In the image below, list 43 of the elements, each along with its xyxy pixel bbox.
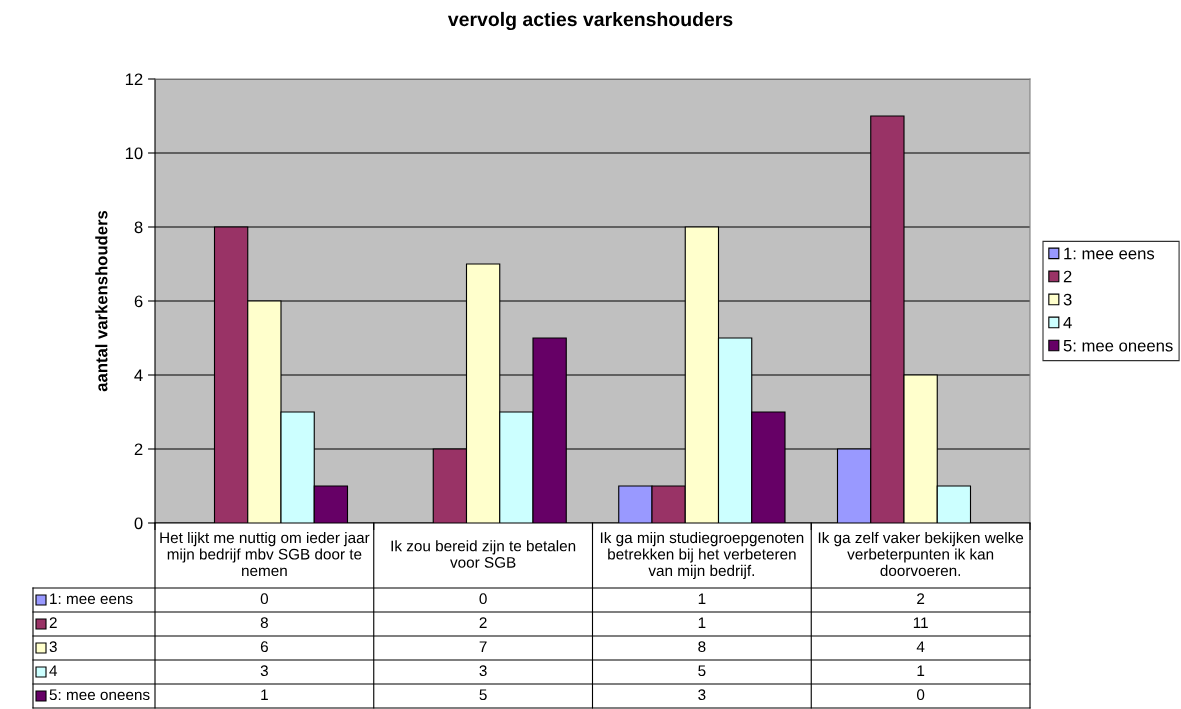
data-label: 1 <box>698 617 706 628</box>
legend-label: 1: mee eens <box>1064 247 1155 260</box>
data-label: 3 <box>698 689 706 701</box>
legend-label: 2 <box>1063 270 1072 283</box>
data-label: 2 <box>917 593 925 604</box>
x-tick-label: Het lijkt me nuttig om ieder jaar mijn bedrijf mbv SGB door te nemen <box>160 531 370 577</box>
y-tick-label: 8 <box>134 221 143 234</box>
data-label: 11 <box>913 617 928 628</box>
y-tick-label: 12 <box>125 73 143 86</box>
data-label: 5 <box>479 689 487 701</box>
legend-label: 5: mee oneens <box>49 689 150 701</box>
text: 3 <box>49 641 57 653</box>
y-axis-title: aantal varkenshouders <box>95 210 108 392</box>
data-label: 1 <box>698 593 706 604</box>
data-label: 8 <box>698 641 706 653</box>
data-label: 3 <box>260 665 268 677</box>
data-label: 0 <box>916 689 925 701</box>
data-label: 2 <box>479 617 487 628</box>
data-label: 0 <box>479 593 487 605</box>
y-tick-label: 2 <box>134 443 143 456</box>
text: 2 <box>49 617 57 628</box>
data-label: 8 <box>260 617 268 629</box>
data-label: 4 <box>916 641 925 652</box>
data-label: 6 <box>260 641 268 653</box>
y-tick-label: 10 <box>125 147 143 160</box>
data-label: 3 <box>479 665 487 677</box>
data-label: 0 <box>260 593 269 605</box>
data-label: 1 <box>261 689 268 700</box>
legend-label: 3 <box>1063 293 1072 306</box>
data-label: 5 <box>698 665 706 677</box>
text: 5: mee oneens <box>1063 339 1173 352</box>
text: 4 <box>49 665 58 676</box>
y-tick-label: 0 <box>134 517 143 530</box>
data-label: 7 <box>479 641 487 652</box>
data-label: 1 <box>917 665 925 676</box>
y-tick-label: 4 <box>134 369 143 382</box>
y-tick-label: 6 <box>134 295 143 308</box>
x-tick-label: Ik ga zelf vaker bekijken welke verbeterpunten ik kan doorvoeren. <box>818 531 1024 577</box>
chart-title: vervolg acties varkenshouders <box>447 11 733 31</box>
x-tick-label: Ik zou bereid zijn te betalen voor SGB <box>391 540 576 568</box>
text: 1: mee eens <box>50 593 133 605</box>
x-tick-label: Ik ga mijn studiegroepgenoten betrekken bij het verbeteren van mijn bedrijf. <box>600 531 804 580</box>
legend-label: 4 <box>1063 316 1072 329</box>
